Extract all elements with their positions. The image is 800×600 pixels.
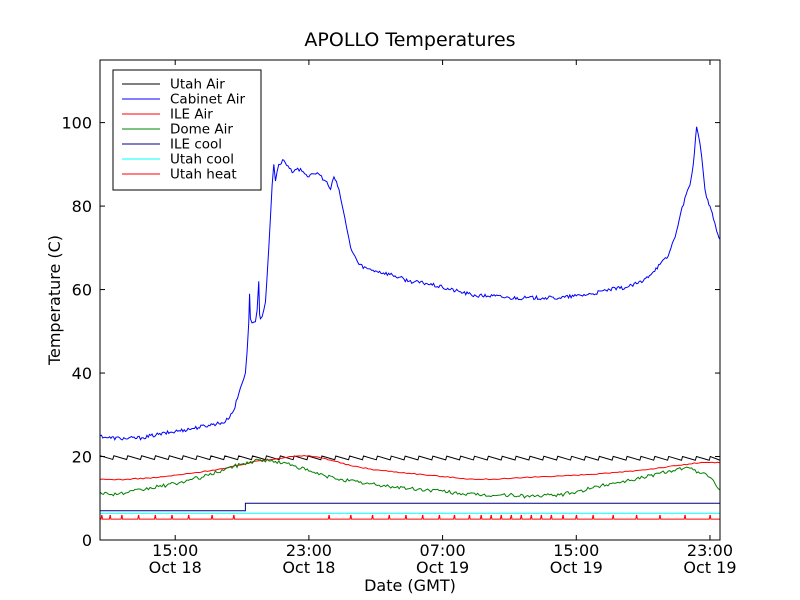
series-line-utah-air	[99, 455, 721, 461]
y-axis-title: Temperature (C)	[45, 235, 64, 366]
legend-box	[112, 69, 262, 191]
plot-frame	[99, 59, 721, 541]
legend-label: ILE cool	[170, 137, 222, 153]
legend-label: Utah Air	[170, 77, 225, 93]
legend-label: ILE Air	[170, 107, 213, 123]
legend-label: Dome Air	[170, 122, 233, 138]
series-line-dome-air	[99, 458, 721, 499]
x-tick-label-time: 15:00	[152, 541, 198, 560]
legend-label: Utah heat	[170, 167, 237, 183]
y-tick-label: 40	[72, 364, 92, 383]
x-tick-label-date: Oct 18	[282, 558, 335, 577]
series-line-utah-heat	[100, 514, 720, 520]
x-tick-label-date: Oct 19	[550, 558, 603, 577]
legend-label: Cabinet Air	[170, 92, 245, 108]
chart-title: APOLLO Temperatures	[304, 29, 515, 51]
legend-label: Utah cool	[170, 152, 234, 168]
x-tick-label-time: 07:00	[420, 541, 466, 560]
x-tick-label-time: 23:00	[687, 541, 733, 560]
x-tick-label-time: 23:00	[286, 541, 332, 560]
y-tick-label: 80	[72, 197, 92, 216]
series-line-cabinet-air	[99, 126, 721, 441]
x-tick-label-date: Oct 19	[683, 558, 736, 577]
x-tick-label-date: Oct 19	[416, 558, 469, 577]
y-tick-label: 100	[61, 114, 92, 133]
x-tick-label-time: 15:00	[553, 541, 599, 560]
series-line-ile-cool	[100, 502, 720, 512]
x-tick-label-date: Oct 18	[149, 558, 202, 577]
series-line-ile-air	[99, 454, 721, 481]
y-tick-label: 60	[72, 281, 92, 300]
y-tick-label: 20	[72, 448, 92, 467]
x-axis-title: Date (GMT)	[364, 576, 456, 595]
y-tick-label: 0	[82, 531, 92, 550]
